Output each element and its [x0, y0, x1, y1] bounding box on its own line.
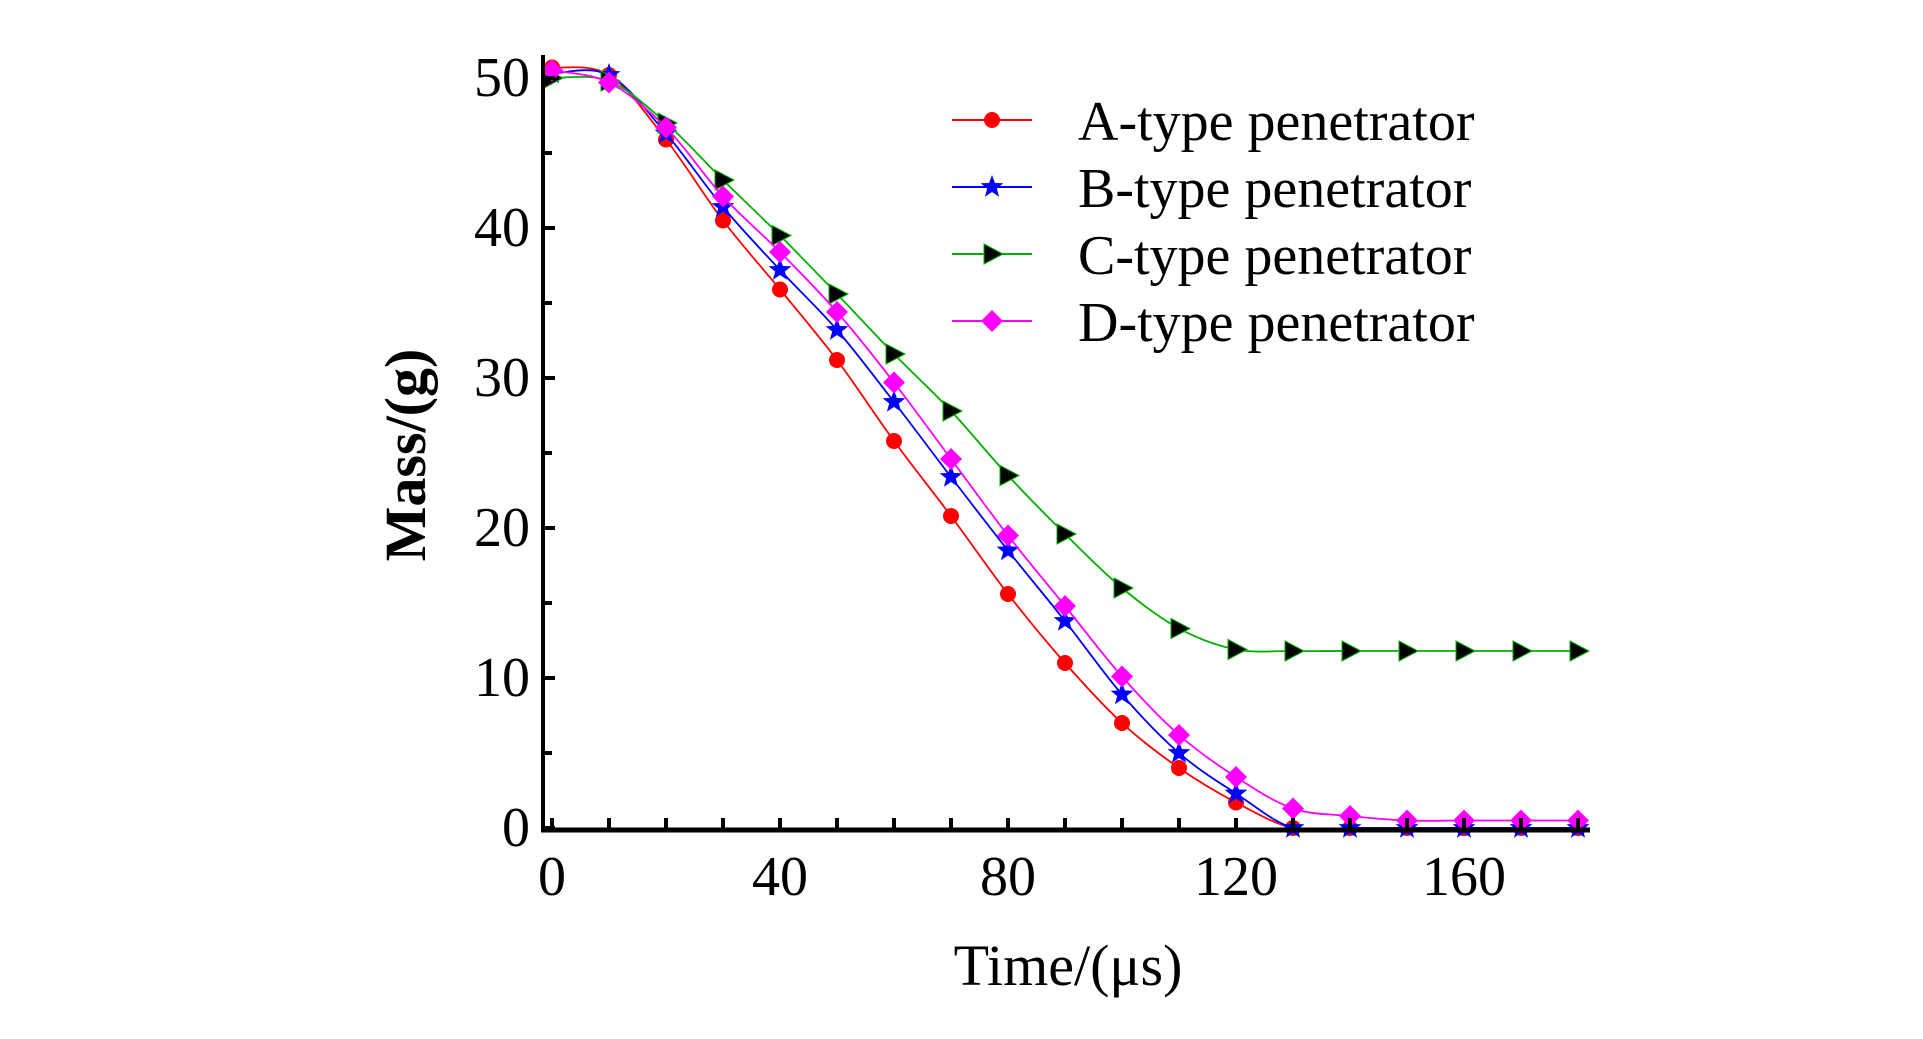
data-point — [939, 465, 963, 487]
data-point — [940, 448, 962, 470]
y-axis-title: Mass/(g) — [373, 349, 438, 562]
legend-marker — [984, 112, 1000, 128]
data-point — [1227, 638, 1249, 661]
data-point — [882, 390, 906, 412]
data-point — [1339, 805, 1361, 827]
data-point — [828, 283, 850, 305]
data-point — [1398, 640, 1420, 662]
legend-marker — [981, 310, 1003, 332]
data-point — [598, 71, 620, 94]
legend-label: A-type penetrator — [1078, 91, 1475, 153]
data-point — [1168, 724, 1190, 746]
data-point — [1341, 640, 1363, 662]
x-axis-title: Time/(μs) — [954, 933, 1183, 998]
legend-label: B-type penetrator — [1078, 158, 1472, 220]
data-point — [996, 538, 1020, 561]
y-tick-label: 40 — [474, 197, 530, 259]
legend-entry: D-type penetrator — [952, 292, 1475, 354]
data-point — [1171, 760, 1187, 776]
data-point — [768, 258, 792, 280]
axes: 0 10 20 30 40 50 0 40 80 120 160 — [474, 47, 1590, 908]
legend-label: C-type penetrator — [1078, 225, 1472, 287]
x-tick-label: 120 — [1194, 846, 1278, 908]
data-point — [999, 464, 1021, 487]
data-point — [1170, 617, 1192, 640]
series-d-type — [541, 59, 1589, 832]
data-point — [1225, 766, 1247, 788]
data-point — [1455, 640, 1477, 662]
data-point — [886, 433, 902, 449]
data-point — [943, 508, 959, 524]
legend-entry: B-type penetrator — [952, 158, 1472, 220]
legend-label: D-type penetrator — [1078, 292, 1475, 354]
data-point — [829, 352, 845, 368]
data-point — [1167, 741, 1191, 763]
data-point — [772, 281, 788, 298]
data-point — [997, 524, 1019, 547]
y-tick-label: 0 — [502, 797, 530, 859]
data-point — [1000, 586, 1016, 602]
legend-entry: A-type penetrator — [952, 91, 1475, 153]
y-tick-label: 20 — [474, 497, 530, 559]
data-point — [1284, 640, 1306, 662]
x-tick-label: 40 — [752, 846, 808, 908]
x-tick-label: 80 — [980, 846, 1036, 908]
y-tick-label: 30 — [474, 347, 530, 409]
data-point — [1057, 655, 1073, 671]
data-point — [1056, 523, 1078, 545]
data-point — [826, 301, 848, 323]
data-point — [712, 185, 734, 208]
data-point — [771, 224, 793, 247]
data-point — [1569, 640, 1591, 662]
data-point — [714, 169, 736, 191]
data-point — [1113, 577, 1135, 599]
data-point — [769, 241, 791, 263]
data-point — [825, 318, 849, 340]
series-c-type — [543, 67, 1591, 662]
data-point — [1282, 797, 1304, 820]
data-point — [942, 400, 964, 422]
y-tick-label: 10 — [474, 647, 530, 709]
data-point — [1054, 595, 1076, 617]
data-point — [1053, 609, 1077, 631]
x-tick-label: 160 — [1422, 846, 1506, 908]
data-point — [1224, 781, 1248, 804]
data-point — [1512, 640, 1534, 662]
y-tick-label: 50 — [474, 47, 530, 109]
data-point — [1110, 682, 1134, 705]
legend-entry: C-type penetrator — [952, 225, 1472, 287]
data-point — [1114, 715, 1130, 731]
legend-marker — [983, 243, 1005, 265]
data-point — [1111, 665, 1133, 688]
data-point — [885, 343, 907, 365]
x-tick-label: 0 — [538, 846, 566, 908]
data-point — [715, 212, 731, 229]
legend-marker — [980, 175, 1004, 197]
data-point — [655, 116, 677, 139]
data-point — [883, 371, 905, 394]
